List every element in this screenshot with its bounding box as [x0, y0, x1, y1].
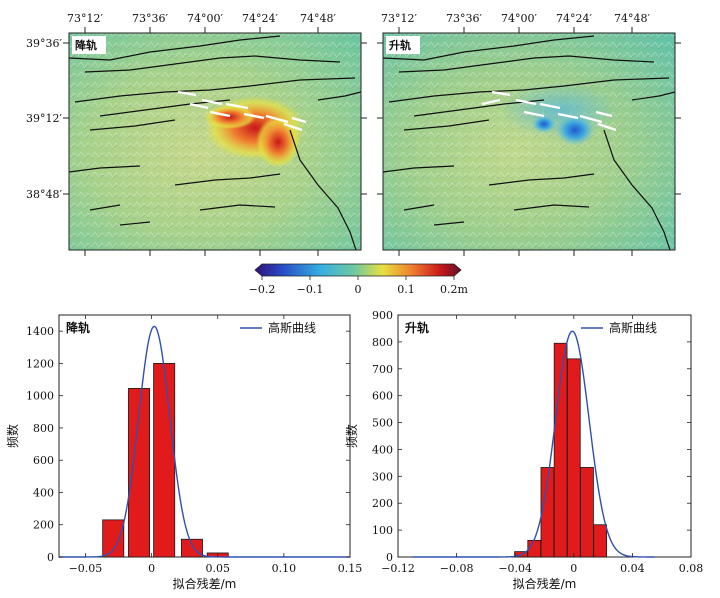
histogram-bar	[128, 388, 151, 558]
map-label-descending: 降轨	[75, 38, 97, 52]
colorbar-tick-label: 0.2m	[440, 283, 468, 296]
y-tick-label: 100	[372, 524, 393, 537]
plot-frame	[58, 314, 351, 558]
histogram-bar	[153, 362, 176, 558]
y-tick-label: 600	[33, 454, 54, 467]
deformation-anomaly	[555, 114, 595, 146]
y-tick-label: 200	[33, 519, 54, 532]
lon-tick-label: 73°36′	[132, 12, 168, 25]
lon-tick-label: 74°48′	[614, 12, 650, 25]
gauss-curve	[59, 325, 350, 558]
lon-tick-label: 74°00′	[501, 12, 537, 25]
x-tick-label: −0.08	[440, 562, 474, 575]
x-tick-label: 0.15	[338, 562, 363, 575]
y-tick-label: 200	[372, 497, 393, 510]
y-tick-label: 700	[372, 363, 393, 376]
slip-arrows	[177, 90, 307, 132]
y-tick-label: 400	[372, 443, 393, 456]
legend-label: 高斯曲线	[609, 320, 657, 335]
map-label-ascending: 升轨	[389, 38, 411, 52]
x-tick-label: 0.08	[679, 562, 704, 575]
slip-arrows	[481, 90, 617, 132]
y-tick-label: 500	[372, 417, 393, 430]
gauss-curve	[412, 330, 655, 558]
y-axis-title: 频数	[5, 424, 20, 448]
lon-tick-label: 73°12′	[381, 12, 417, 25]
lon-tick-label: 74°48′	[300, 12, 336, 25]
lon-tick-label: 73°36′	[446, 12, 482, 25]
y-axis-title: 频数	[344, 424, 359, 448]
colorbar-tick-label: 0	[355, 283, 362, 296]
map-panel-descending: 降轨	[68, 32, 362, 251]
lat-tick-label: 38°48′	[26, 188, 62, 201]
y-tick-label: 1200	[26, 357, 54, 370]
colorbar-tick-label: −0.1	[297, 283, 324, 296]
lon-tick-label: 74°24′	[242, 12, 278, 25]
x-tick-label: −0.04	[498, 562, 532, 575]
y-tick-label: 800	[372, 336, 393, 349]
panel-label: 降轨	[66, 320, 90, 335]
lon-tick-label: 73°12′	[67, 12, 103, 25]
map-axes: 73°12′ 73°36′ 74°00′ 74°24′ 74°48′ 39°36′ 39°1…	[26, 12, 681, 256]
y-tick-label: 400	[33, 486, 54, 499]
x-tick-label: 0	[148, 562, 155, 575]
map-panel-ascending: 升轨	[382, 32, 676, 251]
x-tick-label: −0.05	[69, 562, 103, 575]
histogram-bar	[566, 358, 581, 558]
lon-tick-label: 74°00′	[187, 12, 223, 25]
lon-tick-label: 74°24′	[556, 12, 592, 25]
y-tick-label: 300	[372, 470, 393, 483]
histogram-descending: −0.05 0 0.05 0.10 0.15 0 200 400 600 800 1000 1200 1…	[5, 314, 363, 591]
x-axis-title: 拟合残差/m	[513, 576, 577, 591]
x-tick-label: 0	[570, 562, 577, 575]
colorbar: −0.2 −0.1 0 0.1 0.2m	[249, 263, 469, 296]
fault-lines	[69, 35, 361, 250]
y-tick-label: 900	[372, 309, 393, 322]
colorbar-tick-label: 0.1	[397, 283, 415, 296]
histogram-ascending: −0.12 −0.08 −0.04 0 0.04 0.08 0 100 200 300 400 500…	[344, 309, 703, 591]
x-axis-title: 拟合残差/m	[173, 576, 237, 591]
histogram-bar	[593, 524, 608, 558]
y-tick-label: 800	[33, 422, 54, 435]
y-tick-label: 600	[372, 390, 393, 403]
x-tick-label: 0.04	[620, 562, 645, 575]
lat-tick-label: 39°36′	[26, 37, 62, 50]
histogram-bar	[180, 538, 203, 558]
y-tick-label: 0	[47, 551, 54, 564]
histogram-bar	[102, 519, 125, 558]
y-tick-label: 0	[386, 551, 393, 564]
panel-label: 升轨	[405, 320, 429, 335]
x-tick-label: −0.12	[381, 562, 415, 575]
lat-tick-label: 39°12′	[26, 112, 62, 125]
x-tick-label: 0.10	[272, 562, 297, 575]
x-tick-label: 0.05	[205, 562, 230, 575]
colorbar-tick-label: −0.2	[249, 283, 276, 296]
y-tick-label: 1000	[26, 390, 54, 403]
legend-label: 高斯曲线	[268, 320, 316, 335]
y-tick-label: 1400	[26, 325, 54, 338]
histogram-bar	[580, 467, 594, 558]
fault-lines	[383, 35, 675, 250]
